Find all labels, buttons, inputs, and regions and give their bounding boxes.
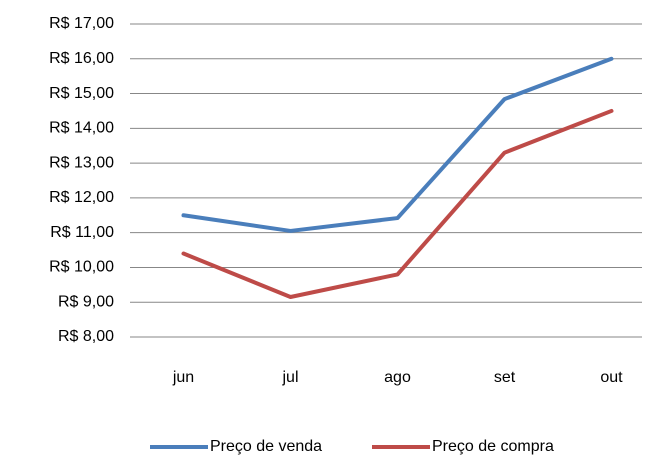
legend-label: Preço de compra: [432, 438, 554, 455]
y-tick-label: R$ 9,00: [58, 293, 114, 310]
series-line: [181, 56, 614, 233]
x-tick-label: set: [494, 369, 516, 386]
x-tick-label: out: [600, 369, 623, 386]
y-tick-label: R$ 14,00: [49, 120, 114, 137]
x-tick-label: jun: [172, 369, 194, 386]
x-tick-label: ago: [384, 369, 411, 386]
y-tick-label: R$ 13,00: [49, 154, 114, 171]
y-tick-label: R$ 16,00: [49, 50, 114, 67]
series-line: [181, 108, 614, 300]
y-tick-label: R$ 12,00: [49, 189, 114, 206]
x-tick-label: jul: [281, 369, 298, 386]
y-tick-label: R$ 8,00: [58, 328, 114, 345]
y-tick-label: R$ 17,00: [49, 15, 114, 32]
y-tick-label: R$ 15,00: [49, 85, 114, 102]
legend-label: Preço de venda: [210, 438, 322, 455]
y-tick-label: R$ 11,00: [50, 224, 114, 241]
y-tick-label: R$ 10,00: [49, 259, 114, 276]
